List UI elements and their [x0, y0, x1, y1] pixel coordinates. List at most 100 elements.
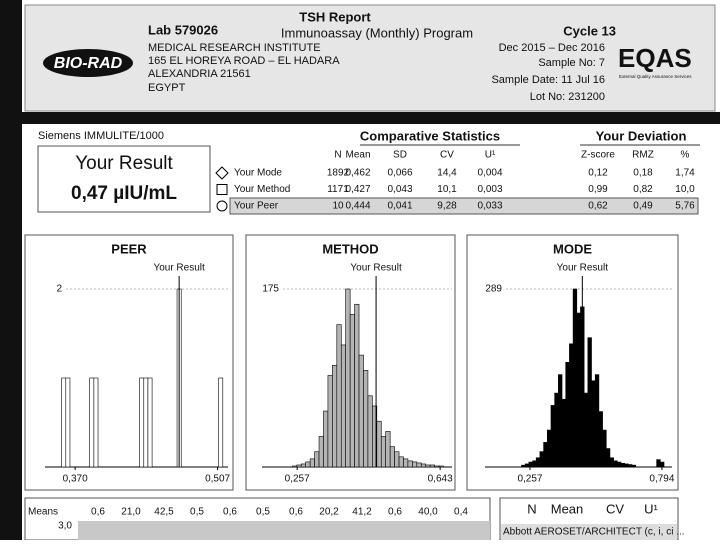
cell: 14,4: [437, 168, 457, 179]
histogram-bar: [543, 442, 548, 468]
histogram-bar: [363, 370, 369, 468]
histogram-bar: [305, 461, 311, 468]
cycle: Cycle 13: [563, 23, 616, 38]
cell: 0,49: [633, 201, 653, 212]
histogram-bar: [345, 288, 351, 468]
cell: 0,004: [477, 168, 502, 179]
x-tick-label: 0,507: [205, 474, 230, 485]
header-box: [24, 4, 716, 112]
column-header: Z-score: [581, 150, 615, 161]
comparison-header: Mean: [551, 501, 584, 516]
cell: 10,1: [437, 184, 457, 195]
histogram-bar: [358, 354, 364, 468]
histogram-bar: [554, 392, 559, 468]
histogram-bar: [558, 374, 563, 468]
lab: Lab 579026: [148, 22, 218, 37]
cell: 5,76: [675, 201, 695, 212]
result-marker-label: Your Result: [557, 263, 609, 274]
histogram-bar: [535, 457, 541, 468]
peer-row-highlight: [229, 197, 699, 215]
mean-value: 0,5: [190, 507, 204, 518]
histogram-bar: [93, 377, 99, 468]
histogram-bar: [524, 463, 530, 468]
cell: 0,041: [387, 201, 412, 212]
histogram-bar: [583, 392, 589, 468]
mean-value: 0,4: [454, 507, 468, 518]
mean-value: 40,0: [418, 507, 438, 518]
histogram-bar: [598, 411, 603, 468]
histogram-bar: [569, 343, 574, 468]
histogram-bar: [656, 459, 661, 468]
histogram-bar: [389, 446, 395, 468]
cell: 0,427: [345, 184, 370, 195]
histogram-bar: [407, 460, 413, 468]
deviation-title: Your Deviation: [596, 128, 687, 143]
histogram-bar: [323, 410, 329, 468]
histogram-bar: [572, 288, 578, 468]
mean-value: 41,2: [352, 507, 372, 518]
sample-date: Sample Date: 11 Jul 16: [491, 74, 605, 86]
histogram-bar: [336, 324, 342, 468]
histogram-bar: [309, 458, 315, 468]
histogram-bar: [613, 460, 618, 468]
y-tick-label: 175: [262, 284, 279, 295]
histogram-bar: [412, 461, 418, 468]
histogram-bar: [539, 451, 544, 468]
histogram-bar: [61, 377, 67, 468]
logo-right: EQAS: [618, 43, 692, 73]
histogram-bar: [296, 464, 302, 468]
column-header: %: [681, 150, 690, 161]
x-tick-label: 0,257: [517, 474, 542, 485]
histogram-bar: [546, 429, 552, 468]
program: Immunoassay (Monthly) Program: [281, 25, 473, 40]
comparison-header: U¹: [644, 501, 658, 516]
logo-left-text: BIO-RAD: [54, 55, 123, 72]
row-label: Your Mode: [234, 168, 282, 179]
address-line: ALEXANDRIA 21561: [148, 68, 251, 80]
stats-title: Comparative Statistics: [360, 128, 500, 143]
cell: 0,066: [387, 168, 412, 179]
histogram-bar: [429, 464, 435, 468]
mean-value: 21,0: [121, 507, 141, 518]
x-tick-label: 0,794: [649, 474, 674, 485]
stats-table: N Mean SD CV U¹ Z-score RMZ % Your Mode 18920,462…: [215, 150, 695, 212]
histogram-bar: [416, 462, 422, 468]
histogram-bar: [65, 377, 71, 468]
histogram-bar: [354, 303, 360, 468]
lot-no: Lot No: 231200: [530, 91, 605, 103]
row-label: Your Peer: [234, 201, 279, 212]
result-box: [37, 145, 211, 213]
sample-no: Sample No: 7: [538, 57, 605, 69]
mean-value: 0,6: [223, 507, 237, 518]
result-marker-label: Your Result: [153, 263, 205, 274]
logo-left: [43, 49, 133, 77]
comparison-header: N: [527, 501, 536, 516]
histogram-bar: [349, 314, 355, 468]
result-marker-label: Your Result: [350, 263, 402, 274]
mean-value: 0,5: [256, 507, 270, 518]
column-header: RMZ: [632, 150, 654, 161]
histogram-bar: [528, 461, 533, 468]
column-header: SD: [393, 150, 407, 161]
address-line: EGYPT: [148, 82, 186, 94]
histogram-bar: [403, 458, 409, 468]
column-header: N: [334, 150, 341, 161]
means-axis-tick: 3,0: [58, 521, 72, 532]
histogram-bar: [660, 461, 665, 468]
histogram-bar: [565, 361, 570, 468]
histogram-bar: [218, 377, 224, 468]
period: Dec 2015 – Dec 2016: [499, 42, 605, 54]
histogram-bar: [89, 377, 95, 468]
histogram-bar: [147, 377, 153, 468]
histogram-bar: [576, 312, 581, 468]
x-tick-label: 0,370: [63, 474, 88, 485]
histogram-bar: [143, 377, 149, 468]
comparison-row: Abbott AEROSET/ARCHITECT (c, i, ci ...: [503, 527, 685, 538]
histogram-bar: [620, 463, 625, 468]
cell: 1,74: [675, 168, 695, 179]
cell: 0,12: [588, 168, 608, 179]
histogram-bar: [314, 451, 320, 468]
row-icon: [216, 184, 228, 195]
histogram-bar: [624, 463, 629, 468]
